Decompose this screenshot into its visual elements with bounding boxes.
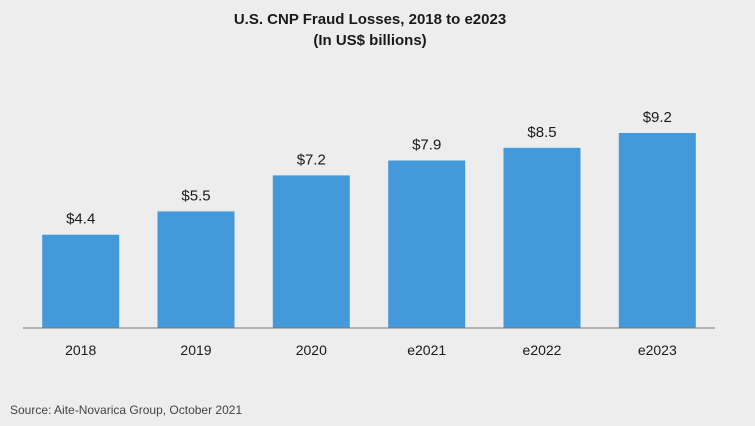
- x-tick-e2022: e2022: [523, 342, 562, 358]
- x-tick-2018: 2018: [65, 342, 96, 358]
- x-tick-2019: 2019: [180, 342, 211, 358]
- data-label-e2022: $8.5: [527, 124, 556, 141]
- data-label-2018: $4.4: [66, 211, 95, 228]
- data-label-2020: $7.2: [297, 151, 326, 168]
- x-tick-e2021: e2021: [407, 342, 446, 358]
- data-label-e2023: $9.2: [643, 109, 672, 126]
- bar-2018: [42, 234, 120, 328]
- x-tick-2020: 2020: [296, 342, 327, 358]
- source-note: Source: Aite-Novarica Group, October 202…: [10, 403, 242, 417]
- bar-2020: [272, 175, 350, 328]
- bar-e2021: [388, 160, 466, 328]
- bars-group: $4.4 $5.5 $7.2 $7.9 $8.5 $9.2: [42, 109, 696, 328]
- chart-title: U.S. CNP Fraud Losses, 2018 to e2023: [234, 11, 506, 28]
- bar-2019: [157, 211, 235, 328]
- bar-e2022: [503, 147, 581, 328]
- x-tick-labels: 2018 2019 2020 e2021 e2022 e2023: [65, 342, 677, 358]
- x-tick-e2023: e2023: [638, 342, 677, 358]
- data-label-e2021: $7.9: [412, 137, 441, 154]
- chart-subtitle: (In US$ billions): [313, 32, 426, 49]
- data-label-2019: $5.5: [181, 187, 210, 204]
- bar-e2023: [618, 133, 696, 328]
